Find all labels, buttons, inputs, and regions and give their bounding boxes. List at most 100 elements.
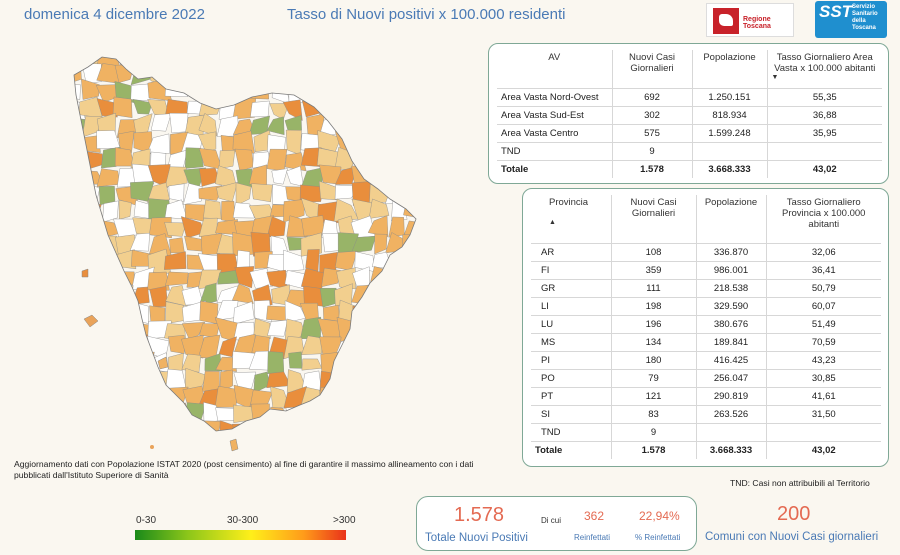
municipality-area — [390, 354, 408, 375]
cell-casi: 111 — [610, 279, 696, 298]
cell-pop: 256.047 — [695, 369, 766, 388]
cell-tasso: 70,59 — [765, 333, 881, 352]
av-total-row: Totale 1.578 3.668.333 43,02 — [497, 160, 882, 178]
cell-name: TND — [497, 142, 612, 161]
municipality-area — [385, 388, 406, 410]
municipality-area — [317, 420, 342, 431]
municipality-area — [250, 403, 270, 423]
municipality-area — [96, 98, 118, 118]
perc-reinfettati-value: 22,94% — [639, 509, 680, 523]
col-header-tasso[interactable]: Tasso Giornaliero Provincia x 100.000 ab… — [765, 195, 881, 244]
municipality-area — [255, 422, 275, 431]
col-header-popolazione[interactable]: Popolazione — [691, 50, 767, 89]
municipality-area — [235, 182, 252, 206]
cell-name: LI — [531, 297, 611, 316]
sst-logo-subtext: Servizio Sanitario della Toscana — [852, 4, 878, 31]
municipality-area — [153, 424, 172, 431]
municipality-area — [284, 115, 302, 133]
col-header-casi[interactable]: Nuovi Casi Giornalieri — [610, 195, 696, 244]
municipality-area — [302, 441, 322, 455]
total-positives-value: 1.578 — [454, 504, 505, 526]
cell-casi: 83 — [610, 405, 696, 424]
municipality-area — [184, 439, 203, 459]
municipality-area — [74, 249, 85, 268]
municipality-area — [388, 57, 410, 68]
municipality-area — [164, 402, 188, 423]
di-cui-label: Di cui — [541, 516, 562, 525]
cell-tasso: 31,50 — [765, 405, 881, 424]
municipality-area — [335, 369, 354, 390]
table-row[interactable]: TND 9 — [497, 142, 882, 161]
municipality-area — [420, 403, 422, 422]
municipality-area — [132, 98, 153, 115]
municipality-area — [386, 147, 404, 170]
municipality-area — [303, 83, 326, 100]
municipality-area — [282, 99, 303, 121]
table-row[interactable]: Area Vasta Sud-Est 302 818.934 36,88 — [497, 106, 882, 125]
table-row[interactable]: PI 180 416.425 43,23 — [531, 351, 881, 370]
municipality-area — [336, 437, 355, 459]
cell-pop — [691, 142, 767, 161]
municipality-area — [198, 131, 217, 153]
municipality-area — [182, 421, 202, 431]
municipality-area — [96, 168, 121, 188]
table-row[interactable]: Area Vasta Centro 575 1.599.248 35,95 — [497, 124, 882, 143]
col-header-popolazione[interactable]: Popolazione — [695, 195, 766, 244]
municipality-area — [266, 216, 286, 238]
municipality-area — [384, 282, 410, 307]
municipality-area — [368, 198, 390, 219]
cell-name: AR — [531, 243, 611, 262]
municipality-area — [300, 316, 322, 339]
col-header-casi[interactable]: Nuovi Casi Giornalieri — [611, 50, 692, 89]
cell-casi: 79 — [610, 369, 696, 388]
table-row[interactable]: TND 9 — [531, 423, 881, 442]
municipality-area — [373, 436, 392, 459]
municipality-area — [131, 392, 150, 404]
table-row[interactable]: Area Vasta Nord-Ovest 692 1.250.151 55,35 — [497, 88, 882, 107]
municipality-area — [284, 152, 307, 172]
legend-color-scale — [135, 530, 346, 540]
municipality-area — [218, 336, 237, 358]
municipality-area — [267, 351, 285, 374]
table-row[interactable]: FI 359 986.001 36,41 — [531, 261, 881, 280]
cell-pop: 263.526 — [695, 405, 766, 424]
table-row[interactable]: PO 79 256.047 30,85 — [531, 369, 881, 388]
municipality-area — [371, 251, 393, 270]
municipality-area — [403, 317, 416, 343]
table-row[interactable]: LU 196 380.676 51,49 — [531, 315, 881, 334]
col-header-provincia[interactable]: Provincia ▲ — [531, 195, 611, 244]
elba-island — [83, 314, 99, 328]
municipality-area — [271, 78, 290, 105]
municipality-area — [74, 286, 86, 302]
cell-name: SI — [531, 405, 611, 424]
table-row[interactable]: LI 198 329.590 60,07 — [531, 297, 881, 316]
table-row[interactable]: MS 134 189.841 70,59 — [531, 333, 881, 352]
tuscany-choropleth-map[interactable] — [66, 49, 422, 459]
col-header-tasso[interactable]: Tasso Giornaliero Area Vasta x 100.000 a… — [766, 50, 882, 89]
municipality-area — [96, 287, 121, 308]
municipality-area — [353, 317, 374, 336]
municipality-area — [334, 408, 359, 427]
municipality-area — [164, 166, 188, 188]
municipality-area — [164, 69, 188, 83]
table-row[interactable]: SI 83 263.526 31,50 — [531, 405, 881, 424]
municipality-area — [421, 66, 422, 83]
municipality-area — [301, 57, 324, 63]
reinfettati-value: 362 — [584, 509, 605, 523]
table-row[interactable]: PT 121 290.819 41,61 — [531, 387, 881, 406]
municipality-area — [81, 63, 103, 85]
municipality-area — [369, 301, 390, 325]
cell-tasso: 32,06 — [765, 243, 881, 262]
cell-tasso: 35,95 — [766, 124, 882, 143]
table-row[interactable]: GR 111 218.538 50,79 — [531, 279, 881, 298]
municipality-area — [221, 200, 236, 223]
comuni-value: 200 — [777, 503, 811, 525]
table-row[interactable]: AR 108 336.870 32,06 — [531, 243, 881, 262]
municipality-area — [113, 317, 138, 340]
municipality-area — [74, 305, 86, 323]
municipality-area — [100, 321, 121, 342]
municipality-area — [402, 369, 416, 392]
municipality-area — [267, 425, 291, 431]
cell-name: FI — [531, 261, 611, 280]
col-header-av[interactable]: AV — [497, 50, 612, 89]
